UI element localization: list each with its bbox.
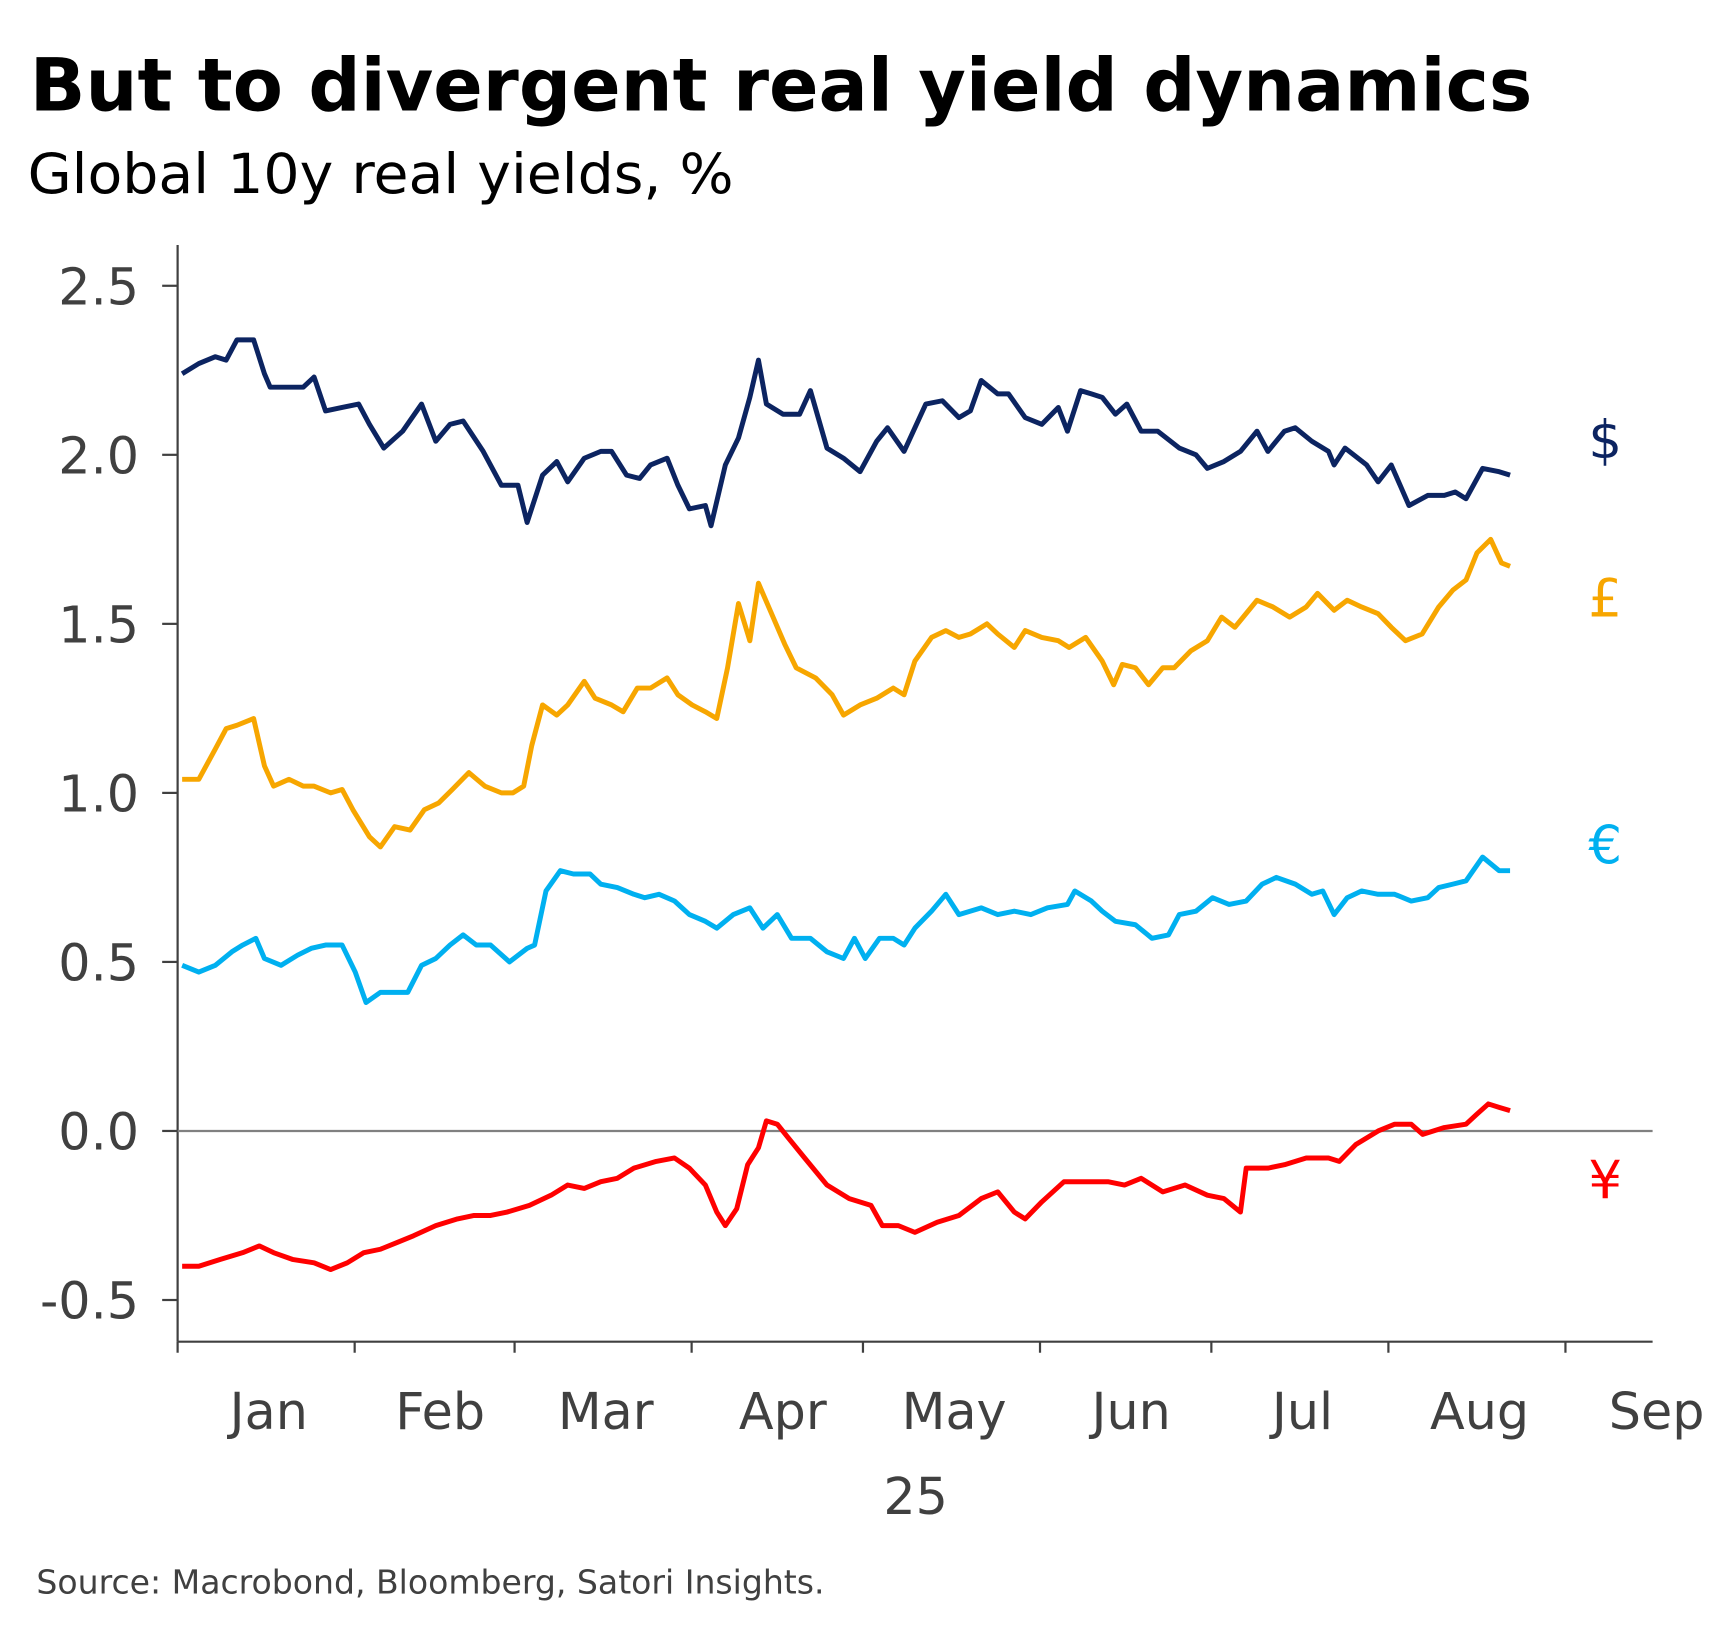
y-tick-label: 1.5 [58,596,139,655]
series-label: £ [1588,569,1622,630]
y-tick-label: -0.5 [40,1272,139,1331]
y-tick-label: 2.5 [58,258,139,317]
series-labels: $ £ € ¥ [1588,410,1622,1211]
series-line-0 [180,337,1511,529]
series-line-3 [182,1101,1511,1273]
x-tick-label: Aug [1430,1382,1529,1441]
year-label: 25 [883,1467,948,1526]
chart-title: But to divergent real yield dynamics [30,43,1533,128]
y-tick-label: 1.0 [58,765,139,824]
series-line-1 [182,536,1511,850]
x-tick-label: Feb [395,1382,485,1441]
y-tick-label: 2.0 [58,427,139,486]
x-tick-label: Sep [1609,1382,1705,1441]
chart-subtitle: Global 10y real yields, % [28,143,734,207]
x-tick-label: Jun [1089,1382,1171,1441]
x-tick-label: Mar [558,1382,654,1441]
y-tick-label: 0.0 [58,1103,139,1162]
y-tick-label: 0.5 [58,934,139,993]
x-tick-label: Jul [1269,1382,1333,1441]
axes: -0.5 0.0 0.5 1.0 1.5 2.0 2.5 Jan Feb Mar Apr May Jun… [40,244,1705,1441]
x-tick-label: Apr [739,1382,827,1441]
series-label: ¥ [1588,1150,1622,1211]
series-lines [180,337,1511,1273]
series-line-2 [181,854,1511,1006]
x-tick-label: May [902,1382,1007,1441]
series-label: € [1588,815,1622,876]
series-label: $ [1588,410,1622,471]
source-note: Source: Macrobond, Bloomberg, Satori Ins… [36,1562,824,1601]
x-tick-label: Jan [227,1382,308,1441]
